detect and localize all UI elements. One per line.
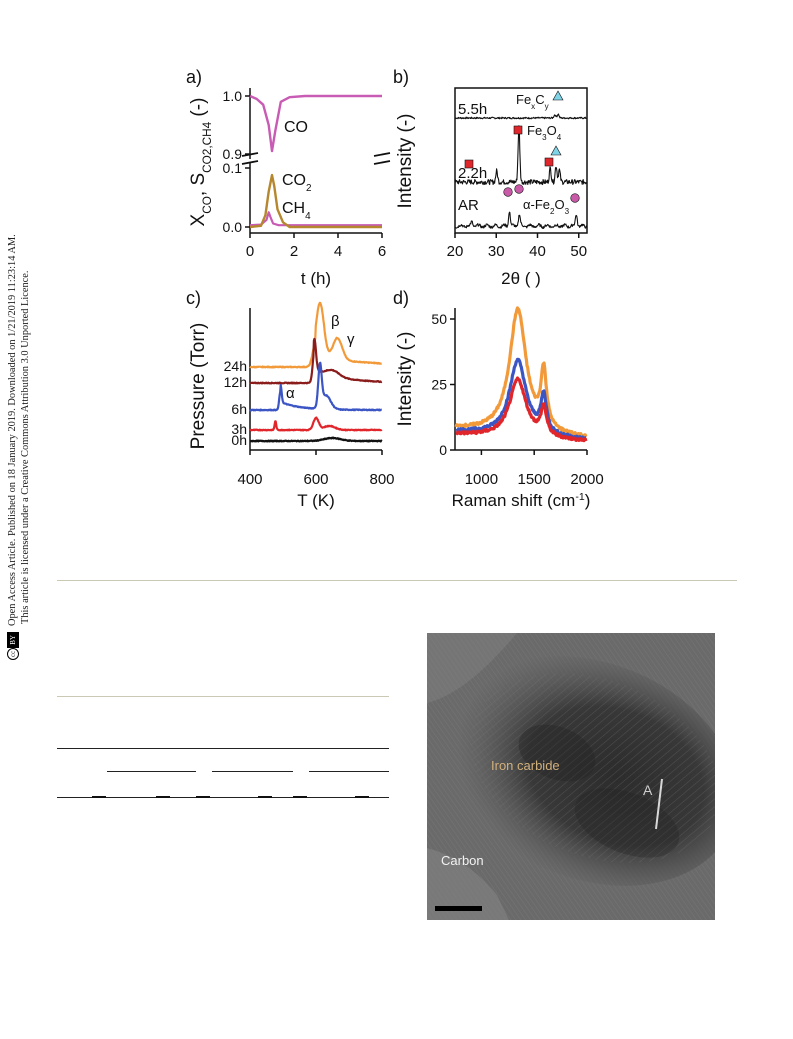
- panel-c-series-label: 6h: [231, 401, 247, 417]
- panel-d-x-axis-label: Raman shift (cm-1): [452, 491, 591, 510]
- panel-b-marker-fe2o3: [570, 193, 580, 203]
- panel-c-series-6h: [249, 361, 383, 412]
- table-rule-top: [57, 696, 389, 697]
- panel-b-frame: [454, 87, 588, 234]
- panel-b-pattern-2-2h: [454, 125, 588, 186]
- panel-c-peak-gamma: γ: [347, 331, 355, 348]
- panel-c-x-tick-label: 800: [369, 471, 394, 488]
- table-rule-mark: [92, 796, 106, 798]
- carbon-label: Carbon: [441, 853, 484, 868]
- region-a-label: A: [643, 782, 653, 798]
- panel-c-series-24h: [249, 301, 383, 369]
- panel-d-spectrum-orange: [454, 306, 588, 439]
- panel-a-y-tick-label: 0.1: [223, 160, 243, 176]
- panel-b-marker-fe3o4: [513, 125, 523, 135]
- section-divider: [57, 580, 737, 581]
- panel-b-phase-fe3o4: Fe3O4: [527, 123, 562, 142]
- panel-d-y-axis-label: Intensity (-): [395, 331, 416, 426]
- panel-a-x-tick-label: 6: [378, 243, 386, 260]
- scale-bar: [435, 906, 482, 911]
- table-subrule-1: [107, 771, 196, 772]
- panel-b-label: b): [393, 67, 409, 87]
- panel-d-y-tick-label: 50: [431, 311, 447, 327]
- panel-b-label-ar: AR: [458, 197, 479, 214]
- panel-a-break-mark: [373, 152, 391, 157]
- panel-a-series-co: [249, 94, 382, 153]
- panel-d-x-tick-label: 1500: [518, 471, 551, 488]
- panel-d-y-tick-label: 0: [439, 442, 447, 458]
- table-rule-mark: [355, 796, 369, 798]
- panel-a-y-tick-label: 0.0: [223, 219, 243, 235]
- panel-c-peak-alpha: α: [286, 385, 295, 402]
- panel-a-label: a): [186, 67, 202, 87]
- tem-micrograph: Iron carbide A Carbon: [427, 633, 715, 920]
- panel-c-y-axis-label: Pressure (Torr): [188, 323, 209, 450]
- panel-b-x-tick-label: 50: [570, 243, 587, 260]
- table-subrule-3: [309, 771, 389, 772]
- panel-c-series-label: 3h: [231, 421, 247, 437]
- panel-b-x-axis-label: 2θ ( ): [501, 269, 541, 288]
- panel-a-break-mark: [241, 160, 259, 165]
- table-rule-mark: [258, 796, 272, 798]
- iron-carbide-label: Iron carbide: [491, 758, 560, 773]
- panel-a-series-co2: [249, 173, 382, 229]
- region-a-line: [655, 778, 663, 830]
- panel-d-label: d): [393, 288, 409, 308]
- table-rule-bottom: [57, 797, 389, 798]
- panel-b-marker-fexcy: [552, 90, 564, 101]
- panel-d-y-tick-label: 25: [431, 377, 447, 393]
- panel-c-x-axis-label: T (K): [297, 491, 334, 510]
- panel-a-annotation-co: CO: [284, 119, 308, 136]
- figure-panels: a)1.00.90.10.00 2 4 6t (h)XCO, SCO2,CH4 (-)…: [186, 67, 604, 510]
- panel-c-series-label: 0h: [231, 432, 247, 448]
- panel-b-marker-fe2o3: [514, 184, 524, 194]
- panel-a-annotation-ch4: CH4: [282, 200, 311, 222]
- panel-b-x-tick-label: 20: [447, 243, 464, 260]
- panel-b-label-5-5h: 5.5h: [458, 101, 487, 118]
- cc-by-badge[interactable]: ccBY: [6, 632, 20, 660]
- panel-c-series-3h: [249, 416, 383, 432]
- panel-d-spectrum-blue: [455, 357, 587, 441]
- table-subrule-2: [212, 771, 293, 772]
- panel-a-series-ch4: [249, 211, 382, 227]
- table-rule-mark: [196, 796, 210, 798]
- panel-b-marker-fexcy: [550, 145, 562, 156]
- panel-b-pattern-5-5h: [454, 113, 587, 120]
- panel-a-annotation-co2: CO2: [282, 172, 312, 194]
- panel-c-x-tick-label: 600: [303, 471, 328, 488]
- panel-a-x-tick-label: 2: [290, 243, 298, 260]
- panel-b-phase-fe2o3: α-Fe2O3: [523, 197, 570, 216]
- panel-c-series-0h: [249, 436, 383, 443]
- panel-b-marker-fe3o4: [464, 159, 474, 169]
- panel-a-y-tick-label: 0.9: [223, 146, 243, 162]
- panel-c-x-tick-label: 400: [237, 471, 262, 488]
- panel-c-series-12h: [249, 337, 383, 385]
- panel-d-x-tick-label: 1000: [465, 471, 498, 488]
- panel-b-y-axis-label: Intensity (-): [395, 113, 416, 208]
- panel-c-series-label: 12h: [224, 374, 247, 390]
- panel-b-phase-fexcy: FexCy: [516, 92, 549, 111]
- panel-a-x-tick-label: 4: [334, 243, 342, 260]
- panel-b-marker-fe3o4: [544, 157, 554, 167]
- panel-b-marker-fe2o3: [503, 187, 513, 197]
- panel-a-y-axis-label: XCO, SCO2,CH4 (-): [188, 98, 214, 227]
- panel-d-spectrum-red: [455, 376, 588, 443]
- panel-b-label-2-2h: 2.2h: [458, 165, 487, 182]
- panel-d-x-tick-label: 2000: [570, 471, 603, 488]
- panel-a-break-mark: [373, 160, 391, 165]
- panel-a-x-axis-label: t (h): [301, 269, 331, 288]
- panel-c-series-label: 24h: [224, 358, 247, 374]
- panel-a-y-tick-label: 1.0: [223, 88, 243, 104]
- panel-b-x-tick-label: 30: [488, 243, 505, 260]
- table-rule-header: [57, 748, 389, 749]
- table-rule-mark: [293, 796, 307, 798]
- panel-b-x-tick-label: 40: [529, 243, 546, 260]
- panel-c-label: c): [186, 288, 201, 308]
- panel-b-pattern-AR: [454, 211, 587, 229]
- panel-a-x-tick-label: 0: [246, 243, 254, 260]
- table-rule-mark: [156, 796, 170, 798]
- panel-c-peak-beta: β: [331, 313, 340, 330]
